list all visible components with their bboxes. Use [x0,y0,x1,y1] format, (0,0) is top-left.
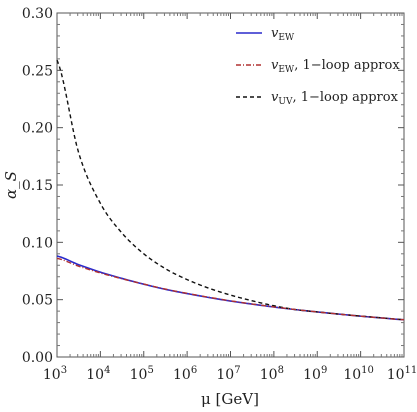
legend-entry-label: vEW, 1−loop approx [271,58,400,75]
x-tick-label: 1010 [343,365,374,383]
y-tick-label: 0.10 [22,235,53,251]
series-line-ew-0 [56,255,405,321]
x-tick-label: 107 [216,365,240,383]
series-line-ew-1 [56,257,405,321]
y-tick-label: 0.00 [22,350,53,366]
y-axis-label: α_S [2,171,20,199]
series-lines [56,59,405,321]
x-tick-label: 103 [43,365,67,383]
series-line-uv-2 [56,59,405,321]
y-tick-label: 0.15 [22,178,53,194]
legend: vEW vEW, 1−loop approx vUV, 1−loop approx [236,26,400,107]
x-tick-label: 108 [260,365,284,383]
legend-entry-label: vUV, 1−loop approx [271,90,399,107]
legend-entry-label: vEW [271,26,295,43]
x-tick-label: 104 [86,365,110,383]
y-tick-label: 0.05 [22,293,53,309]
y-tick-label: 0.30 [22,6,53,22]
x-tick-label: 109 [303,365,327,383]
x-axis-label: μ [GeV] [201,390,259,408]
y-tick-label: 0.25 [22,63,53,79]
x-tick-label: 106 [173,365,197,383]
x-tick-label: 1011 [387,365,417,383]
ticks-group: 103 104 105 106 107 108 109 1010 1011 0.00 0.05 0.1… [22,6,417,383]
x-tick-label: 105 [130,365,154,383]
y-tick-label: 0.20 [22,121,53,137]
